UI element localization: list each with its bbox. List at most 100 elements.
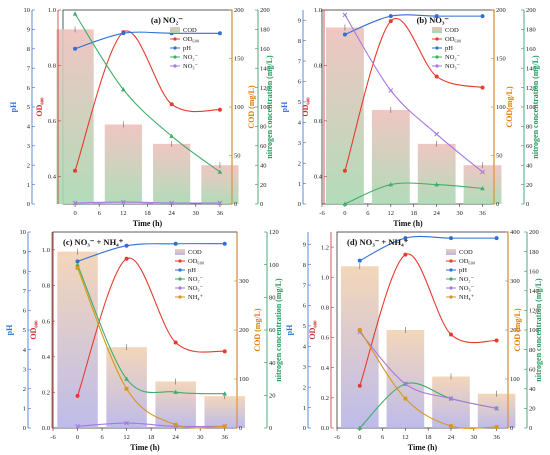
ph-tick-label: 7: [303, 282, 307, 289]
cod-tick-label: 0: [496, 201, 499, 208]
no3-data-point: [388, 88, 394, 93]
od-data-point: [342, 168, 347, 173]
cod-tick-label: 150: [496, 56, 506, 63]
x-tick-label: 36: [221, 434, 228, 441]
legend-label-ph: pH: [445, 45, 453, 52]
legend-marker-od: [449, 259, 453, 263]
nh4-data-point: [494, 425, 499, 429]
legend-marker-od: [178, 259, 182, 263]
cod-tick-label: 300: [239, 278, 249, 285]
legend-label-bar: COD: [459, 249, 473, 256]
ph-tick-label: 5: [303, 323, 306, 330]
x-tick-label: 18: [410, 210, 417, 217]
legend-label-no3: NO₃⁻: [183, 63, 199, 70]
ph-axis-label: pH: [5, 324, 14, 335]
legend-marker-no3: [173, 64, 177, 68]
od-tick-label: 0.4: [321, 365, 330, 372]
ph-tick-label: 2: [27, 162, 30, 169]
cod-bar: [104, 124, 142, 204]
nitrogen-tick-label: 120: [526, 85, 536, 92]
ph-tick-label: 3: [23, 366, 26, 373]
od-series-line: [77, 257, 225, 397]
ph-tick-label: 7: [27, 65, 31, 72]
od-data-point: [75, 393, 80, 398]
no3-data-point: [480, 169, 485, 175]
cod-tick-label: 400: [510, 229, 520, 236]
legend-marker-nh4: [449, 295, 453, 299]
nitrogen-tick-label: 140: [526, 65, 536, 72]
legend-label-no2: NO₂⁻: [183, 54, 199, 61]
legend-label-bar: COD: [183, 27, 197, 34]
legend-swatch-cod: [432, 27, 442, 33]
ph-tick-label: 6: [303, 303, 307, 310]
no3-series-line: [77, 422, 225, 428]
legend-marker-no2: [449, 277, 453, 281]
od-series-line: [344, 18, 483, 171]
od-tick-label: 0.4: [314, 173, 323, 180]
od-axis-label: OD₆₀₀: [29, 320, 38, 340]
no2-data-point: [480, 185, 485, 191]
no3-data-point: [121, 199, 126, 205]
legend-marker-no2: [173, 55, 177, 59]
od-tick-label: 1.2: [321, 244, 329, 251]
cod-tick-label: 50: [234, 153, 241, 160]
ph-tick-label: 1: [23, 406, 26, 413]
cod-tick-label: 100: [510, 376, 520, 383]
no3-data-point: [403, 381, 408, 387]
no2-series-line: [344, 182, 483, 205]
legend-label-od: OD₆₀₀: [183, 36, 199, 43]
od-tick-label: 1.0: [321, 274, 329, 281]
ph-data-point: [342, 32, 347, 37]
od-data-point: [357, 383, 362, 388]
legend-marker-ph: [173, 46, 177, 50]
nitrogen-tick-label: 0: [526, 201, 529, 208]
ph-tick-label: 9: [23, 249, 26, 256]
legend-label-bar: COD: [188, 249, 202, 256]
x-tick-label: 18: [148, 434, 155, 441]
cod-bar: [432, 376, 470, 428]
x-tick-label: 24: [433, 210, 440, 217]
legend-swatch-cod: [446, 249, 456, 255]
od-tick-label: 0.2: [321, 395, 329, 402]
nitrogen-tick-label: 140: [260, 65, 270, 72]
ph-tick-label: 1: [303, 405, 306, 412]
od-data-point: [434, 74, 439, 79]
nitrogen-tick-label: 120: [269, 229, 279, 236]
ph-data-point: [73, 46, 78, 51]
legend-marker-ph: [178, 268, 182, 272]
legend-label-od: OD₆₀₀: [445, 36, 461, 43]
cod-bar: [371, 109, 410, 204]
cod-bar: [386, 330, 425, 428]
ph-data-point: [75, 259, 80, 264]
ph-tick-label: 0: [23, 425, 26, 432]
od-tick-label: 0.8: [42, 283, 50, 290]
x-tick-label: -6: [319, 210, 325, 217]
ph-tick-label: 6: [27, 85, 31, 92]
x-tick-label: 36: [493, 434, 500, 441]
nitrogen-tick-label: 60: [526, 143, 533, 150]
cod-bar: [326, 27, 364, 205]
ph-series-line: [77, 243, 225, 262]
od-data-point: [124, 256, 129, 261]
nitrogen-tick-label: 80: [526, 124, 533, 131]
ph-data-point: [494, 236, 499, 241]
cod-tick-label: 100: [234, 104, 244, 111]
no3-series-line: [359, 331, 497, 409]
no3-data-point: [124, 420, 129, 426]
panel-title: (c) NO₃⁻ + NH₄⁺: [63, 237, 124, 247]
od-axis-label: OD₆₀₀: [308, 320, 317, 340]
nitrogen-tick-label: 160: [260, 46, 270, 53]
x-axis-label: Time (h): [393, 219, 423, 228]
nitrogen-tick-label: 60: [529, 366, 536, 373]
legend-label-od: OD₆₀₀: [188, 258, 204, 265]
nitrogen-tick-label: 200: [260, 7, 270, 14]
cod-tick-label: 0: [239, 425, 242, 432]
nitrogen-tick-label: 180: [526, 27, 536, 34]
no2-data-point: [173, 389, 178, 394]
legend-label-no2: NO₂⁻: [445, 54, 461, 61]
od-data-point: [480, 85, 485, 90]
nh4-series-line: [359, 329, 497, 429]
od-series-line: [74, 30, 220, 171]
nitrogen-tick-label: 20: [529, 406, 536, 413]
